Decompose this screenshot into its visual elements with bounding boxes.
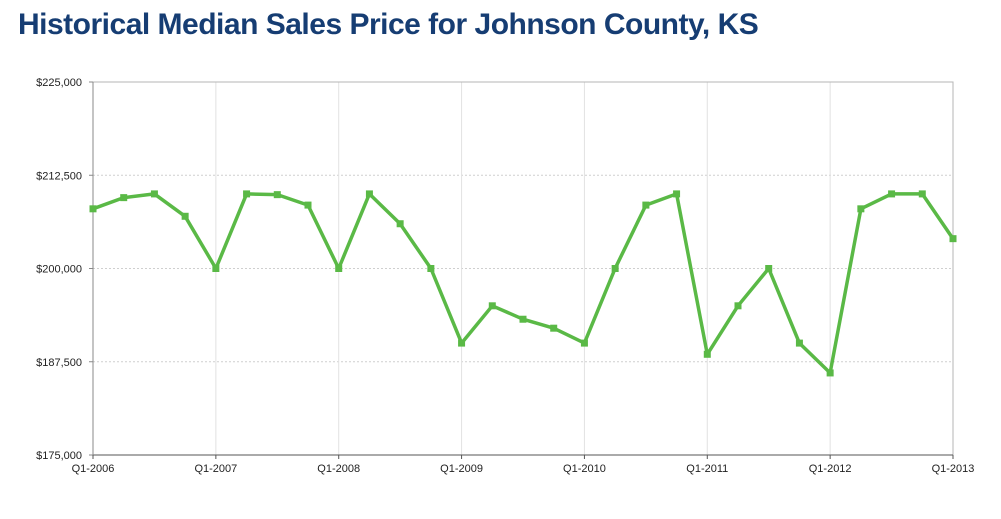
data-point [857, 205, 865, 213]
x-tick-label: Q1-2012 [809, 463, 852, 475]
data-point [550, 324, 558, 332]
data-point [273, 191, 281, 199]
x-tick-label: Q1-2010 [563, 463, 606, 475]
y-tick-label: $187,500 [36, 357, 82, 369]
y-tick-label: $175,000 [36, 450, 82, 462]
data-point [243, 190, 251, 198]
data-point [519, 315, 527, 323]
data-point [304, 201, 312, 209]
x-tick-label: Q1-2013 [932, 463, 975, 475]
data-point [365, 190, 373, 198]
chart-title: Historical Median Sales Price for Johnso… [18, 8, 759, 41]
data-point [888, 190, 896, 198]
data-point [212, 265, 220, 272]
data-point [795, 339, 803, 347]
y-tick-label: $212,500 [36, 170, 82, 182]
data-point [458, 339, 466, 347]
data-point [826, 369, 834, 377]
data-point [673, 190, 681, 198]
data-point [611, 265, 619, 272]
data-point [703, 350, 711, 358]
data-point [427, 265, 435, 272]
data-point [949, 235, 957, 243]
x-tick-label: Q1-2006 [72, 463, 115, 475]
data-point [642, 201, 650, 209]
data-point [335, 265, 343, 272]
x-tick-label: Q1-2011 [686, 463, 728, 475]
x-tick-label: Q1-2007 [194, 463, 237, 475]
y-tick-label: $200,000 [36, 264, 82, 276]
x-tick-label: Q1-2009 [440, 463, 483, 475]
data-point [181, 212, 189, 220]
data-point [765, 265, 773, 272]
data-point [488, 302, 496, 310]
data-point [150, 190, 158, 198]
data-point [120, 194, 128, 202]
data-point [918, 190, 926, 198]
y-tick-label: $225,000 [36, 77, 82, 89]
data-point [580, 339, 588, 347]
data-point [734, 302, 742, 310]
x-tick-label: Q1-2008 [317, 463, 360, 475]
data-point [89, 205, 97, 213]
series-line [91, 192, 955, 375]
data-point [396, 220, 404, 228]
